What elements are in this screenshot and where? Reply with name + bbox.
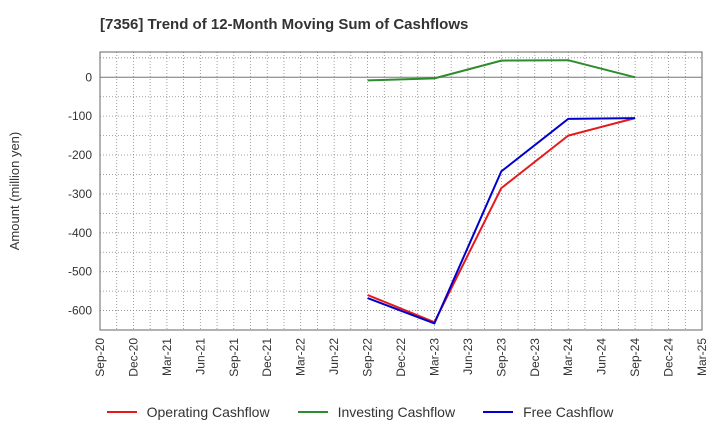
x-tick-label: Sep-21	[227, 338, 241, 377]
legend-swatch	[297, 411, 328, 413]
x-tick-label: Sep-23	[494, 338, 508, 377]
grid	[99, 52, 703, 330]
plot-frame	[99, 51, 703, 331]
y-tick-labels: 0 -100 -200 -300 -400 -500 -600	[68, 70, 92, 317]
y-tick-label: -100	[68, 109, 92, 123]
y-axis-title: Amount (million yen)	[7, 132, 22, 251]
series-lines	[367, 59, 636, 325]
y-tick-label: -200	[68, 148, 92, 162]
y-tick-label: -500	[68, 265, 92, 279]
legend-swatch	[106, 411, 137, 413]
x-tick-label: Dec-24	[662, 338, 676, 377]
x-tick-label: Sep-20	[93, 338, 107, 377]
legend-swatch	[483, 411, 514, 413]
legend-label: Free Cashflow	[523, 404, 614, 420]
legend-label: Operating Cashflow	[146, 404, 270, 420]
y-tick-label: -400	[68, 226, 92, 240]
x-tick-label: Mar-23	[427, 338, 441, 376]
x-tick-labels: Sep-20 Dec-20 Mar-21 Jun-21 Sep-21 Dec-21 Mar-…	[93, 338, 709, 377]
x-tick-label: Sep-24	[628, 338, 642, 377]
x-tick-label: Mar-24	[561, 338, 575, 376]
x-tick-label: Jun-23	[461, 338, 475, 375]
x-tick-label: Dec-21	[260, 338, 274, 377]
x-tick-label: Jun-21	[193, 338, 207, 375]
x-tick-label: Jun-22	[327, 338, 341, 375]
legend-label: Investing Cashflow	[337, 404, 456, 420]
chart-title: [7356] Trend of 12-Month Moving Sum of C…	[100, 16, 469, 33]
y-tick-label: -600	[68, 304, 92, 318]
x-tick-label: Mar-22	[294, 338, 308, 376]
x-tick-label: Mar-21	[160, 338, 174, 376]
x-tick-label: Sep-22	[361, 338, 375, 377]
series-line-investing-cashflow	[367, 59, 636, 82]
x-tick-label: Dec-22	[394, 338, 408, 377]
legend-item-operating-cashflow: Operating Cashflow	[106, 404, 270, 420]
x-tick-label: Dec-20	[126, 338, 140, 377]
x-tick-label: Mar-25	[695, 338, 709, 376]
legend-item-free-cashflow: Free Cashflow	[483, 404, 613, 420]
axes	[99, 51, 703, 331]
legend: Operating Cashflow Investing Cashflow Free…	[0, 404, 720, 420]
y-tick-label: 0	[85, 70, 92, 84]
series-line-free-cashflow	[367, 117, 636, 325]
x-tick-label: Dec-23	[528, 338, 542, 377]
x-tick-label: Jun-24	[595, 338, 609, 375]
series-line-operating-cashflow	[367, 117, 636, 324]
y-tick-label: -300	[68, 187, 92, 201]
legend-item-investing-cashflow: Investing Cashflow	[297, 404, 456, 420]
